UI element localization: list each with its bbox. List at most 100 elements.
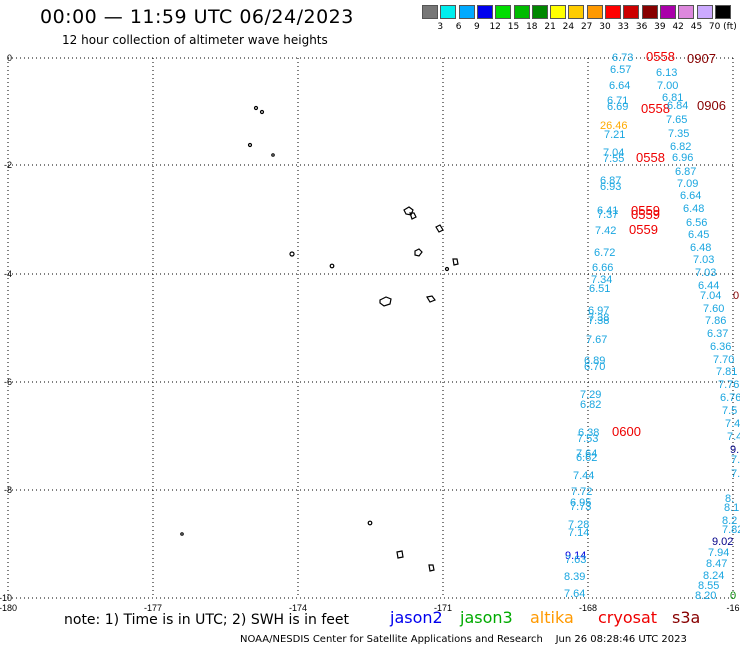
- wave-height-value: 6.56: [686, 217, 707, 229]
- island: [452, 258, 459, 266]
- legend-swatch: [422, 5, 438, 19]
- wave-height-value: 6.96: [672, 152, 693, 164]
- wave-height-value: 26.46: [600, 120, 628, 132]
- wave-height-value: 9.14: [565, 550, 586, 562]
- y-tick-label: -2: [4, 160, 12, 170]
- wave-height-value: 8.20: [695, 590, 716, 602]
- wave-height-value: 6.69: [607, 101, 628, 113]
- island: [435, 224, 444, 233]
- island: [414, 248, 423, 257]
- x-tick-label: -171: [434, 603, 452, 613]
- wave-height-value: 6.36: [710, 341, 731, 353]
- wave-height-value: 6.72: [594, 247, 615, 259]
- legend-label: 33: [617, 22, 630, 32]
- wave-height-value: 7.09: [677, 178, 698, 190]
- wave-height-value: 7.34: [591, 274, 612, 286]
- wave-height-value: 7.5: [722, 405, 737, 417]
- wave-height-value: 6.13: [656, 67, 677, 79]
- island: [396, 550, 404, 559]
- wave-height-value: 7.55: [603, 153, 624, 165]
- wave-height-value: 6.87: [675, 166, 696, 178]
- legend-label: 42: [672, 22, 684, 32]
- legend-swatch: [678, 5, 695, 19]
- wave-height-value: 7.29: [580, 389, 601, 401]
- legend-swatch: [476, 5, 493, 19]
- island: [247, 142, 253, 148]
- wave-height-value: 7.64: [564, 588, 585, 600]
- wave-height-value: 7.42: [595, 225, 616, 237]
- wave-height-value: 8.: [725, 493, 734, 505]
- wave-height-value: 6.84: [667, 100, 688, 112]
- island: [379, 296, 392, 307]
- wave-height-value: 7.64: [576, 448, 597, 460]
- wave-height-value: 8.55: [698, 580, 719, 592]
- x-tick-label: -174: [289, 603, 307, 613]
- wave-height-value: 8.1: [724, 502, 739, 514]
- wave-height-value: 8.47: [706, 558, 727, 570]
- credit-line: NOAA/NESDIS Center for Satellite Applica…: [240, 634, 687, 645]
- wave-height-value: 6.41: [597, 205, 618, 217]
- y-tick-label: 0: [7, 53, 12, 63]
- pass-time-label: 0907: [687, 51, 716, 66]
- wave-height-value: 6.70: [584, 361, 605, 373]
- wave-height-value: 7.37: [597, 209, 618, 221]
- wave-height-value: 6.48: [683, 203, 704, 215]
- y-tick-label: -10: [0, 593, 12, 603]
- wave-height-value: 6.87: [600, 175, 621, 187]
- x-tick-label: -16: [726, 603, 739, 613]
- legend-swatch: [550, 5, 567, 19]
- wave-height-value: 7.28: [568, 519, 589, 531]
- map-grid: [7, 57, 734, 599]
- island: [253, 105, 259, 111]
- map-title: 00:00 — 11:59 UTC 06/24/2023: [40, 6, 354, 28]
- island: [259, 109, 265, 115]
- legend-label: 39: [654, 22, 666, 32]
- pass-time-label: 0558: [641, 101, 670, 116]
- pass-time-label: 0600: [612, 424, 641, 439]
- wave-height-value: 7.00: [657, 80, 678, 92]
- y-tick-label: -6: [4, 377, 12, 387]
- wave-height-value: 7.67: [586, 334, 607, 346]
- legend-swatch: [696, 5, 713, 19]
- legend-swatch: [659, 5, 676, 19]
- wave-height-value: 7.70: [713, 354, 734, 366]
- wave-height-value: 6.38: [578, 427, 599, 439]
- legend-label: 21: [544, 22, 556, 32]
- wave-height-value: 6.64: [680, 190, 701, 202]
- wave-height-value: 7.65: [666, 114, 687, 126]
- pass-time-label: 0906: [697, 98, 726, 113]
- satellite-s3a: s3a: [672, 608, 701, 627]
- wave-height-value: 7.76: [718, 379, 739, 391]
- wave-height-value: 7.60: [703, 303, 724, 315]
- axis-ticks: 0 -2 -4 -6 -8 -10-180 -177 -174 -171 -168 -16: [0, 53, 740, 613]
- legend-swatch: [458, 5, 475, 19]
- legend-swatch: [531, 5, 548, 19]
- wave-height-value: 7.: [731, 454, 740, 466]
- legend-label: 36: [635, 22, 648, 32]
- wave-height-value: 6.73: [612, 52, 633, 64]
- legend-swatch: [586, 5, 603, 19]
- wave-height-value: 6.89: [584, 355, 605, 367]
- wave-height-value: 6.81: [662, 92, 683, 104]
- satellite-altika: altika: [530, 608, 574, 627]
- wave-height-value: 8.2: [722, 515, 737, 527]
- wave-height-value: 7.38: [588, 315, 609, 327]
- wave-height-value: 7.14: [568, 527, 589, 539]
- legend-label: 24: [562, 22, 575, 32]
- wave-height-value: 6.95: [570, 497, 591, 509]
- pass-time-label: 0558: [636, 150, 665, 165]
- x-tick-label: -180: [0, 603, 17, 613]
- wave-height-value: 6.76: [720, 392, 740, 404]
- legend-label: 30: [599, 22, 611, 32]
- wave-height-value: 7.86: [705, 315, 726, 327]
- wave-height-value: 6.93: [600, 181, 621, 193]
- island: [444, 266, 450, 272]
- legend-swatch: [495, 5, 512, 19]
- legend-swatch: [513, 5, 530, 19]
- island: [426, 295, 436, 303]
- x-tick-label: -168: [579, 603, 597, 613]
- island-outlines: [180, 105, 459, 572]
- wave-height-value: 6.37: [707, 328, 728, 340]
